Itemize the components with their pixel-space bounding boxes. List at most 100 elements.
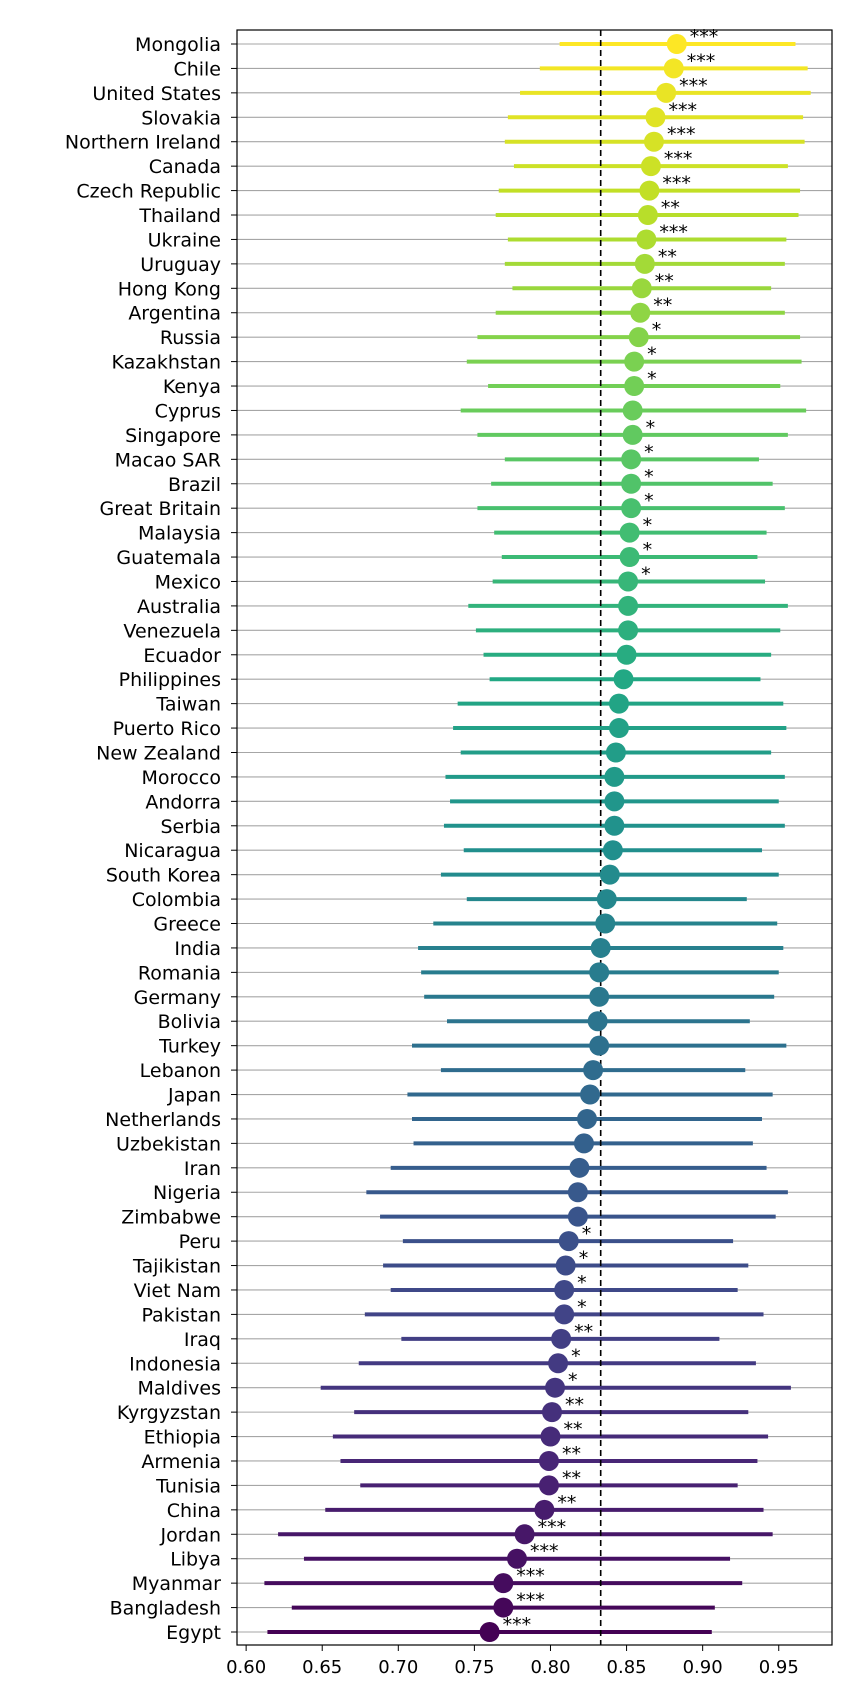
estimate-dot [534, 1499, 555, 1520]
significance-label: * [644, 441, 654, 463]
significance-label: *** [659, 221, 688, 243]
country-label: Czech Republic [76, 181, 221, 203]
significance-label: * [582, 1223, 592, 1245]
significance-label: ** [557, 1492, 576, 1514]
country-label: Argentina [128, 303, 221, 325]
estimate-dot [618, 595, 639, 616]
x-tick-label: 0.90 [683, 1657, 723, 1678]
significance-label: ** [563, 1419, 582, 1441]
country-label: Singapore [125, 425, 221, 447]
significance-label: ** [658, 246, 677, 268]
estimate-dot [636, 229, 657, 250]
significance-label: * [644, 466, 654, 488]
country-label: Germany [134, 987, 221, 1009]
country-label: Viet Nam [134, 1280, 221, 1302]
estimate-dot [545, 1377, 566, 1398]
country-label: Slovakia [141, 107, 221, 129]
country-label: Taiwan [155, 694, 221, 716]
significance-label: *** [690, 26, 719, 48]
country-label: Romania [138, 962, 221, 984]
country-label: Mongolia [135, 34, 221, 56]
country-label: Malaysia [138, 523, 221, 545]
estimate-dot [645, 107, 666, 128]
country-label: Maldives [138, 1378, 222, 1400]
estimate-dot [589, 986, 610, 1007]
estimate-dot [604, 766, 625, 787]
estimate-dot [621, 473, 642, 494]
country-label: Philippines [119, 669, 221, 691]
estimate-dot [554, 1279, 575, 1300]
country-label: Hong Kong [118, 278, 221, 300]
estimate-dot [595, 913, 616, 934]
country-label: Colombia [132, 889, 221, 911]
country-label: Kenya [163, 376, 221, 398]
estimate-dot [567, 1206, 588, 1227]
country-label: Pakistan [141, 1304, 221, 1326]
estimate-dot [548, 1353, 569, 1374]
significance-label: *** [530, 1541, 559, 1563]
country-label: Chile [173, 58, 221, 80]
estimate-dot [589, 962, 610, 983]
point-estimates [479, 34, 687, 1642]
significance-label: * [643, 515, 653, 537]
significance-label: *** [503, 1614, 532, 1636]
country-label: China [167, 1500, 221, 1522]
estimate-dot [573, 1133, 594, 1154]
estimate-dot [599, 864, 620, 885]
significance-label: * [652, 319, 662, 341]
country-label: Cyprus [155, 400, 221, 422]
estimate-dot [619, 522, 640, 543]
country-label: Ecuador [143, 645, 221, 667]
x-tick-label: 0.85 [607, 1657, 647, 1678]
country-label: Tajikistan [132, 1256, 221, 1278]
significance-label: ** [653, 295, 672, 317]
estimate-dot [640, 156, 661, 177]
significance-label: * [571, 1345, 581, 1367]
country-label: Armenia [141, 1451, 221, 1473]
country-label: Macao SAR [115, 449, 221, 471]
estimate-dot [493, 1597, 514, 1618]
country-label: Nigeria [153, 1182, 221, 1204]
country-label: Canada [149, 156, 221, 178]
significance-label: *** [667, 124, 696, 146]
country-label: Turkey [158, 1036, 221, 1058]
country-label: Jordan [160, 1524, 221, 1546]
estimate-dot [621, 498, 642, 519]
estimate-dot [602, 840, 623, 861]
country-label: Japan [167, 1085, 221, 1107]
significance-label: * [577, 1272, 587, 1294]
country-label: Russia [160, 327, 221, 349]
significance-label: *** [538, 1516, 567, 1538]
significance-label: * [647, 368, 657, 390]
significance-label: * [643, 539, 653, 561]
estimate-dot [604, 815, 625, 836]
estimate-dot [542, 1402, 562, 1423]
estimate-dot [624, 376, 645, 397]
estimate-dot [589, 1035, 610, 1056]
estimate-dot [558, 1231, 579, 1252]
significance-label: * [641, 563, 651, 585]
estimate-dot [608, 693, 629, 714]
estimate-dot [666, 34, 687, 54]
country-label: Uzbekistan [116, 1133, 221, 1155]
x-tick-label: 0.65 [302, 1657, 342, 1678]
country-label: Ethiopia [144, 1427, 221, 1449]
estimate-dot [587, 1011, 608, 1032]
country-label: Kazakhstan [112, 352, 221, 374]
country-label: Peru [179, 1231, 221, 1253]
plot-frame [236, 29, 833, 1646]
significance-label: ** [562, 1443, 581, 1465]
estimate-dot [637, 205, 658, 226]
significance-labels: ****************************************… [503, 26, 719, 1636]
x-tick-label: 0.95 [759, 1657, 799, 1678]
significance-label: ** [562, 1467, 581, 1489]
significance-label: * [646, 417, 656, 439]
significance-label: ** [565, 1394, 584, 1416]
country-label: Australia [137, 596, 221, 618]
country-label: Egypt [166, 1622, 221, 1644]
country-label: South Korea [106, 865, 221, 887]
x-tick-label: 0.80 [530, 1657, 570, 1678]
estimate-dot [569, 1157, 590, 1178]
country-label: Iran [184, 1158, 221, 1180]
